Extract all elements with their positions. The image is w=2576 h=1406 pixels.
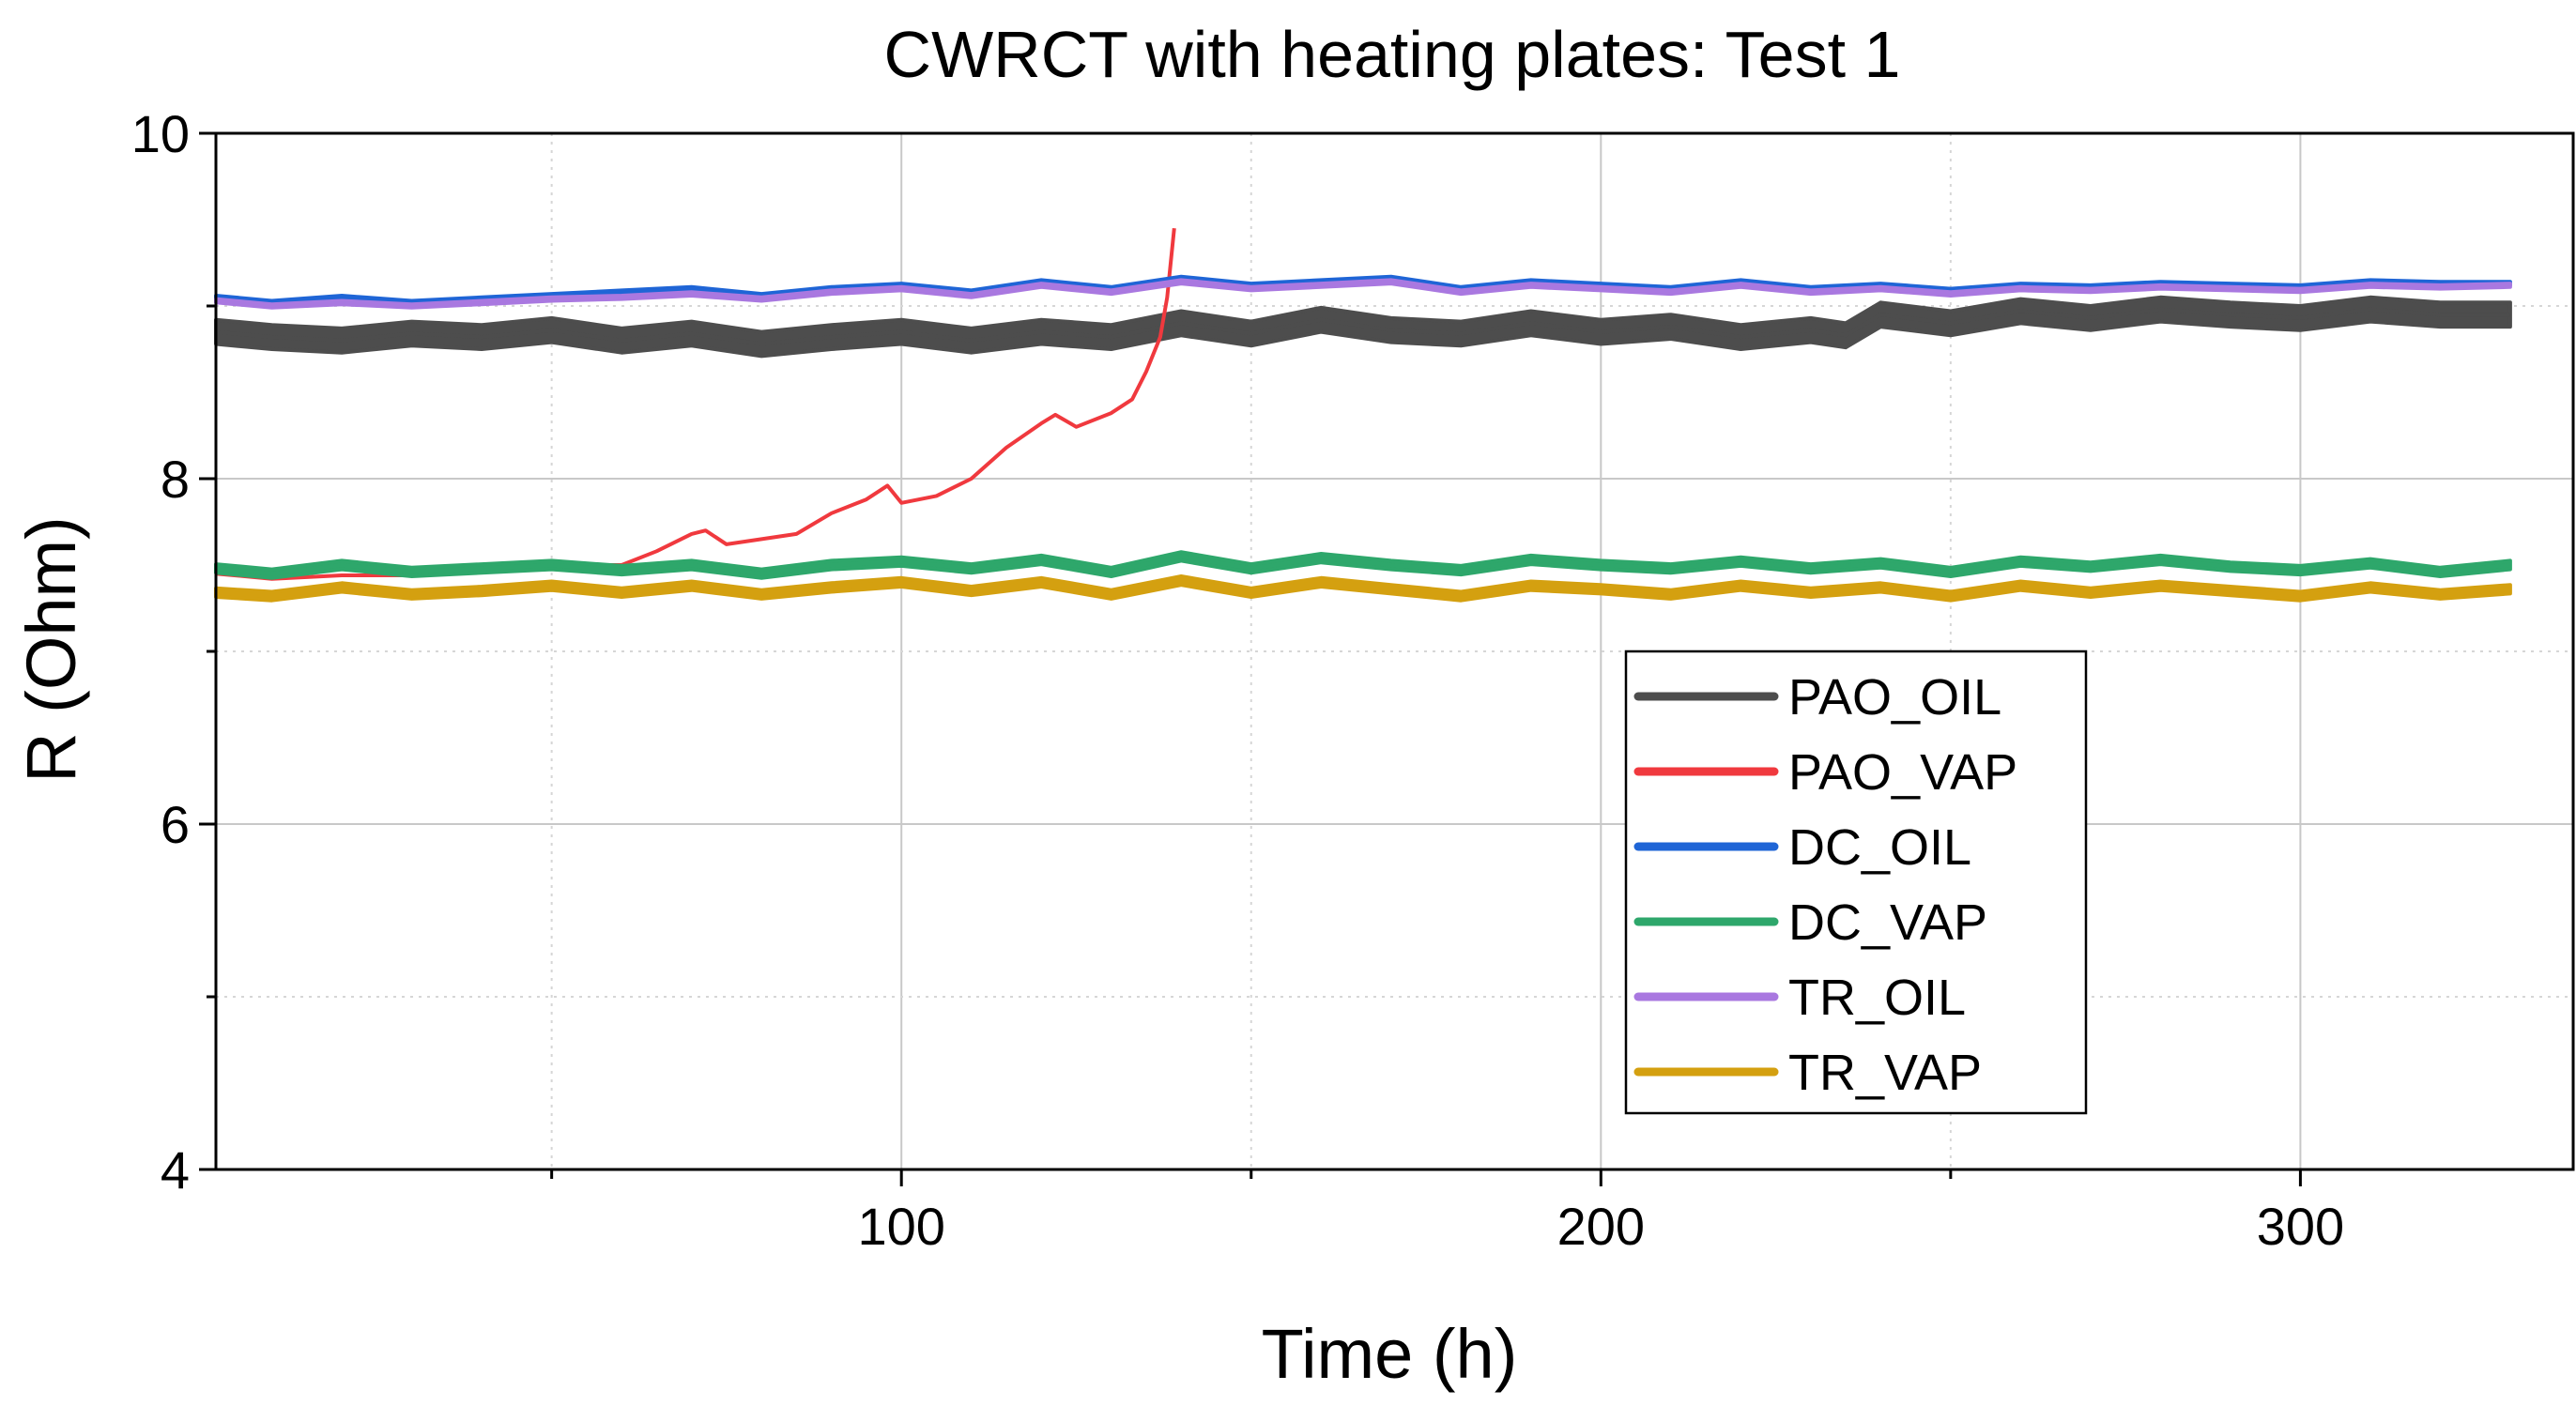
y-axis-label: R (Ohm) — [12, 516, 90, 783]
x-axis-label: Time (h) — [1262, 1315, 1518, 1393]
y-tick-label-2: 8 — [161, 450, 190, 509]
legend-box — [1624, 650, 2088, 1115]
series-line-dc-vap — [215, 554, 2511, 576]
legend-label-pao-vap: PAO_VAP — [1788, 744, 2017, 801]
legend-label-pao-oil: PAO_OIL — [1788, 669, 2001, 726]
chart-title: CWRCT with heating plates: Test 1 — [884, 18, 1901, 91]
legend: PAO_OIL PAO_VAP DC_OIL DC_VAP TR_OIL TR_VAP — [1624, 650, 2088, 1115]
series-layer — [214, 227, 2512, 603]
series-line-pao-oil — [215, 307, 2510, 346]
x-tick-label-2: 300 — [2257, 1197, 2344, 1256]
y-tick-label-1: 6 — [161, 795, 190, 854]
legend-items: PAO_OIL PAO_VAP DC_OIL DC_VAP TR_OIL TR_VAP — [1633, 669, 2017, 1101]
legend-label-tr-vap: TR_VAP — [1788, 1045, 1982, 1101]
series-line-tr-oil — [215, 280, 2510, 308]
legend-label-dc-oil: DC_OIL — [1788, 819, 1971, 876]
legend-label-tr-oil: TR_OIL — [1788, 970, 1966, 1026]
legend-label-dc-vap: DC_VAP — [1788, 894, 1987, 951]
x-tick-label-0: 100 — [857, 1197, 944, 1256]
axes-layer: 100 200 300 4 6 8 10 — [131, 104, 2344, 1256]
y-tick-label-3: 10 — [131, 104, 190, 163]
series-line-tr-vap — [215, 578, 2511, 599]
x-tick-label-1: 200 — [1557, 1197, 1645, 1256]
y-tick-label-0: 4 — [161, 1140, 190, 1200]
